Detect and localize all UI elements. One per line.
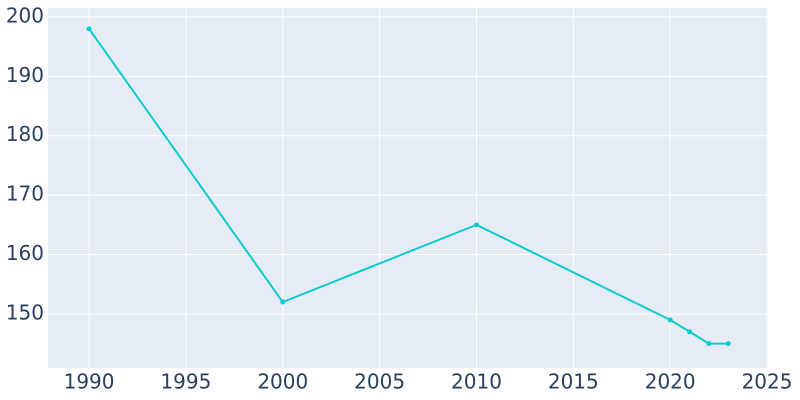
x-tick-label: 2005 — [354, 370, 405, 394]
x-tick-label: 2020 — [645, 370, 696, 394]
point — [706, 341, 712, 347]
point — [280, 299, 286, 305]
point — [687, 329, 693, 335]
x-tick-label: 2000 — [257, 370, 308, 394]
y-tick-label: 150 — [6, 300, 44, 324]
point — [86, 26, 92, 32]
point — [725, 341, 731, 347]
x-tick-label: 1990 — [64, 370, 115, 394]
x-tick-label: 2015 — [548, 370, 599, 394]
y-tick-label: 190 — [6, 63, 44, 87]
y-tick-label: 160 — [6, 241, 44, 265]
x-tick-label: 2025 — [742, 370, 793, 394]
y-tick-label: 200 — [6, 3, 44, 27]
y-tick-label: 170 — [6, 182, 44, 206]
point — [667, 317, 673, 323]
point — [473, 222, 479, 228]
x-tick-label: 2010 — [451, 370, 502, 394]
y-tick-label: 180 — [6, 122, 44, 146]
x-tick-label: 1995 — [160, 370, 211, 394]
